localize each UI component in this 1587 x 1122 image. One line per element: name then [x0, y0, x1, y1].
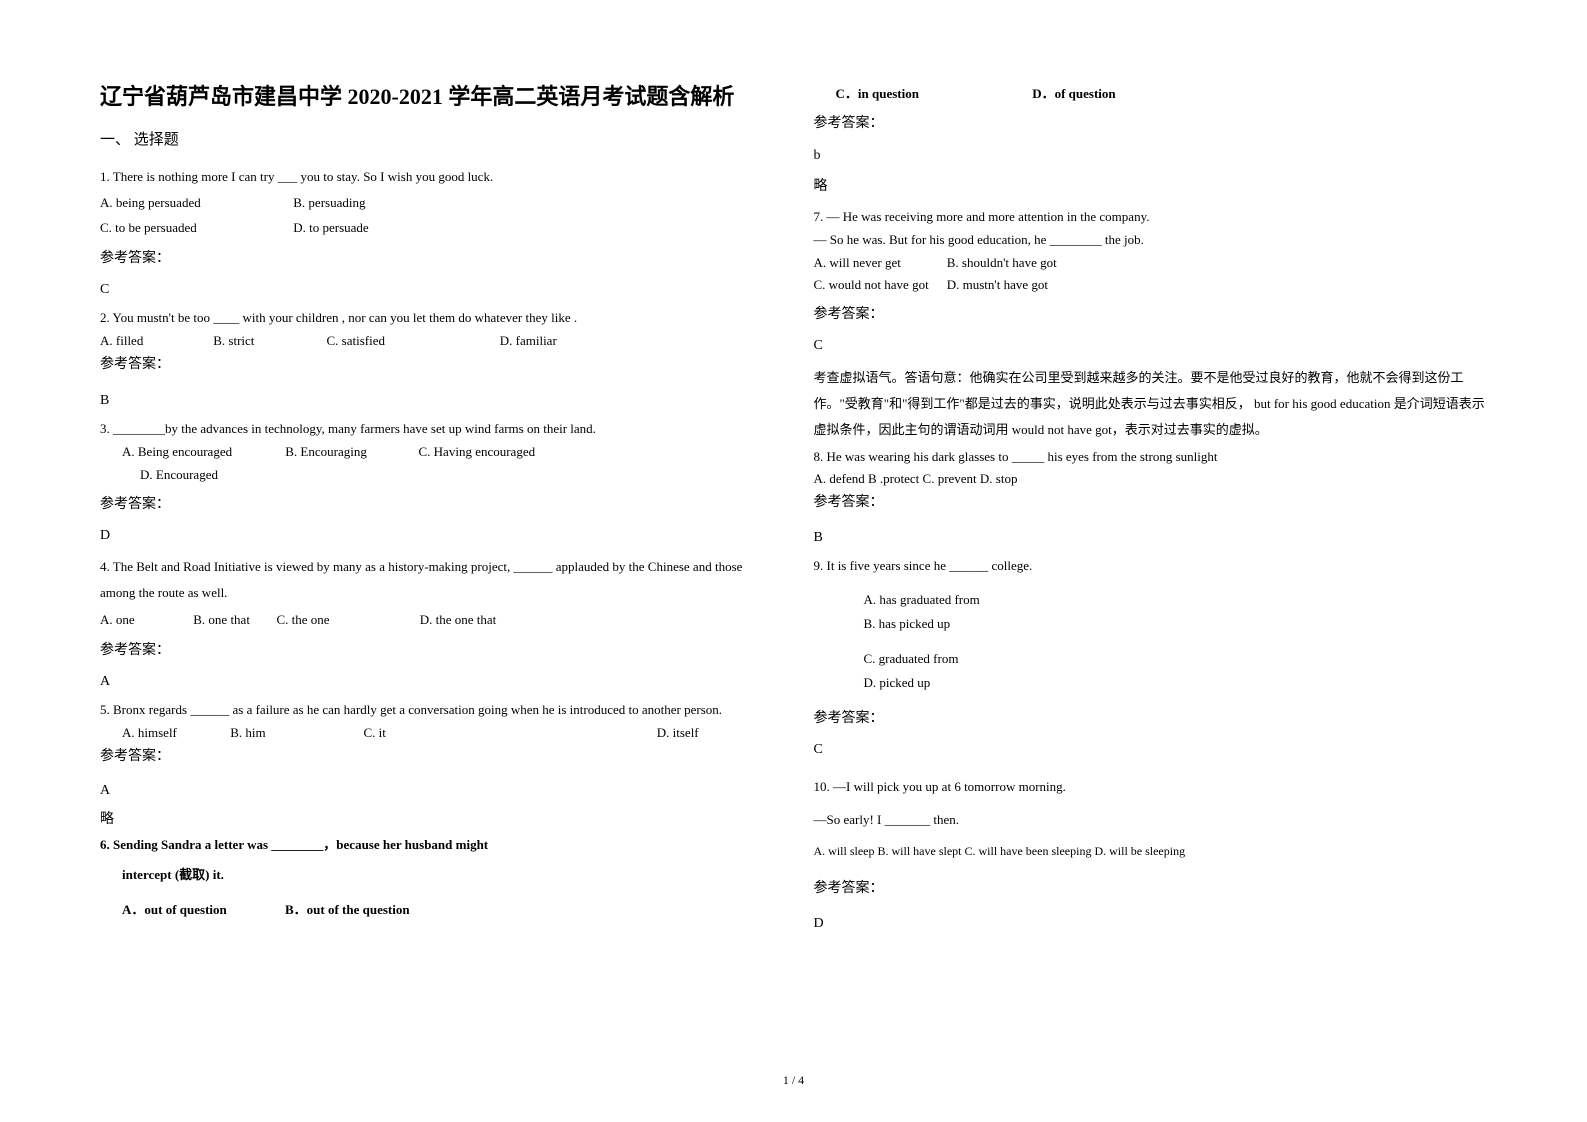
q6-optD: D．of question	[1032, 86, 1115, 101]
q2-optA: A. filled	[100, 331, 180, 352]
document-title: 辽宁省葫芦岛市建昌中学 2020-2021 学年高二英语月考试题含解析	[100, 80, 774, 113]
q8-answer: B	[814, 525, 1488, 550]
q5-ref: 略	[100, 809, 774, 831]
q8-answer-label: 参考答案：	[814, 492, 1488, 514]
q6-optB: B．out of the question	[285, 902, 410, 917]
q1-answer: C	[100, 277, 774, 302]
q5-answer-label: 参考答案：	[100, 746, 774, 768]
q3-options-row1: A. Being encouraged B. Encouraging C. Ha…	[100, 442, 774, 463]
q7-options-row1: A. will never get B. shouldn't have got	[814, 253, 1488, 274]
q2-optD: D. familiar	[500, 333, 557, 348]
q7-stem1: 7. — He was receiving more and more atte…	[814, 207, 1488, 228]
q6-stem2: intercept (截取) it.	[100, 865, 774, 886]
q7-stem2: — So he was. But for his good education,…	[814, 230, 1488, 251]
q2-answer: B	[100, 388, 774, 413]
q2-optC: C. satisfied	[327, 331, 467, 352]
q1-stem: 1. There is nothing more I can try ___ y…	[100, 166, 774, 188]
q5-optC: C. it	[364, 723, 654, 744]
q10-stem2: —So early! I _______ then.	[814, 809, 1488, 831]
q8-stem: 8. He was wearing his dark glasses to __…	[814, 447, 1488, 468]
q9-optC: C. graduated from	[864, 647, 1194, 670]
q1-options-row1: A. being persuaded B. persuading	[100, 191, 774, 214]
q5-options: A. himself B. him C. it D. itself	[100, 723, 774, 744]
q5-optB: B. him	[230, 723, 360, 744]
q9-answer: C	[814, 737, 1488, 762]
right-column: C．in question D．of question 参考答案： b 略 7.…	[814, 80, 1488, 1050]
q5-optD: D. itself	[657, 725, 699, 740]
q6-options-row2: C．in question D．of question	[814, 82, 1488, 105]
q3-optA: A. Being encouraged	[122, 442, 282, 463]
q1-optC: C. to be persuaded	[100, 216, 230, 239]
q7-optB: B. shouldn't have got	[947, 255, 1057, 270]
q5-stem: 5. Bronx regards ______ as a failure as …	[100, 700, 774, 721]
q7-optD: D. mustn't have got	[947, 277, 1048, 292]
q1-answer-label: 参考答案：	[100, 246, 774, 271]
q9-answer-label: 参考答案：	[814, 706, 1488, 731]
q4-answer: A	[100, 669, 774, 694]
q2-optB: B. strict	[213, 331, 293, 352]
q3-optB: B. Encouraging	[285, 442, 415, 463]
q7-options-row2: C. would not have got D. mustn't have go…	[814, 275, 1488, 296]
q2-options: A. filled B. strict C. satisfied D. fami…	[100, 331, 774, 352]
q6-answer: b	[814, 143, 1488, 168]
q6-ref: 略	[814, 174, 1488, 199]
page-footer: 1 / 4	[100, 1070, 1487, 1092]
q9-options-row2: C. graduated from D. picked up	[814, 647, 1488, 694]
q6-answer-label: 参考答案：	[814, 111, 1488, 136]
q6-optC: C．in question	[836, 86, 919, 101]
q4-optA: A. one	[100, 608, 190, 631]
q9-optD: D. picked up	[864, 671, 1194, 694]
q9-optA: A. has graduated from	[864, 588, 1194, 611]
q3-options-row2: D. Encouraged	[100, 465, 774, 486]
q7-answer-label: 参考答案：	[814, 302, 1488, 327]
q4-stem: 4. The Belt and Road Initiative is viewe…	[100, 554, 774, 606]
q7-optA: A. will never get	[814, 253, 944, 274]
q2-stem: 2. You mustn't be too ____ with your chi…	[100, 308, 774, 329]
q4-optC: C. the one	[277, 608, 417, 631]
q7-answer: C	[814, 333, 1488, 358]
q10-options: A. will sleep B. will have slept C. will…	[814, 841, 1488, 863]
q9-optB: B. has picked up	[864, 612, 1194, 635]
q3-answer-label: 参考答案：	[100, 492, 774, 517]
q7-optC: C. would not have got	[814, 275, 944, 296]
q1-optB: B. persuading	[293, 195, 365, 210]
q4-answer-label: 参考答案：	[100, 638, 774, 663]
q2-answer-label: 参考答案：	[100, 354, 774, 376]
q4-optD: D. the one that	[420, 612, 497, 627]
q8-options: A. defend B .protect C. prevent D. stop	[814, 469, 1488, 490]
q10-answer-label: 参考答案：	[814, 876, 1488, 901]
q10-stem1: 10. —I will pick you up at 6 tomorrow mo…	[814, 776, 1488, 798]
q9-stem: 9. It is five years since he ______ coll…	[814, 556, 1488, 577]
q5-answer: A	[100, 778, 774, 803]
q3-optC: C. Having encouraged	[419, 444, 536, 459]
q10-answer: D	[814, 911, 1488, 936]
q4-optB: B. one that	[193, 608, 273, 631]
q6-stem: 6. Sending Sandra a letter was ________，…	[100, 835, 774, 856]
q3-answer: D	[100, 523, 774, 548]
q1-optD: D. to persuade	[293, 220, 368, 235]
q3-optD: D. Encouraged	[140, 467, 218, 482]
section-header: 一、 选择题	[100, 127, 774, 154]
q6-options-row1: A．out of question B．out of the question	[100, 898, 774, 921]
q1-optA: A. being persuaded	[100, 191, 230, 214]
left-column: 辽宁省葫芦岛市建昌中学 2020-2021 学年高二英语月考试题含解析 一、 选…	[100, 80, 774, 1050]
q5-optA: A. himself	[122, 723, 227, 744]
q6-optA: A．out of question	[122, 902, 227, 917]
q7-explanation: 考查虚拟语气。答语句意：他确实在公司里受到越来越多的关注。要不是他受过良好的教育…	[814, 365, 1488, 443]
q1-options-row2: C. to be persuaded D. to persuade	[100, 216, 774, 239]
q4-options: A. one B. one that C. the one D. the one…	[100, 608, 774, 631]
q9-options-row1: A. has graduated from B. has picked up	[814, 588, 1488, 635]
q3-stem: 3. ________by the advances in technology…	[100, 419, 774, 440]
